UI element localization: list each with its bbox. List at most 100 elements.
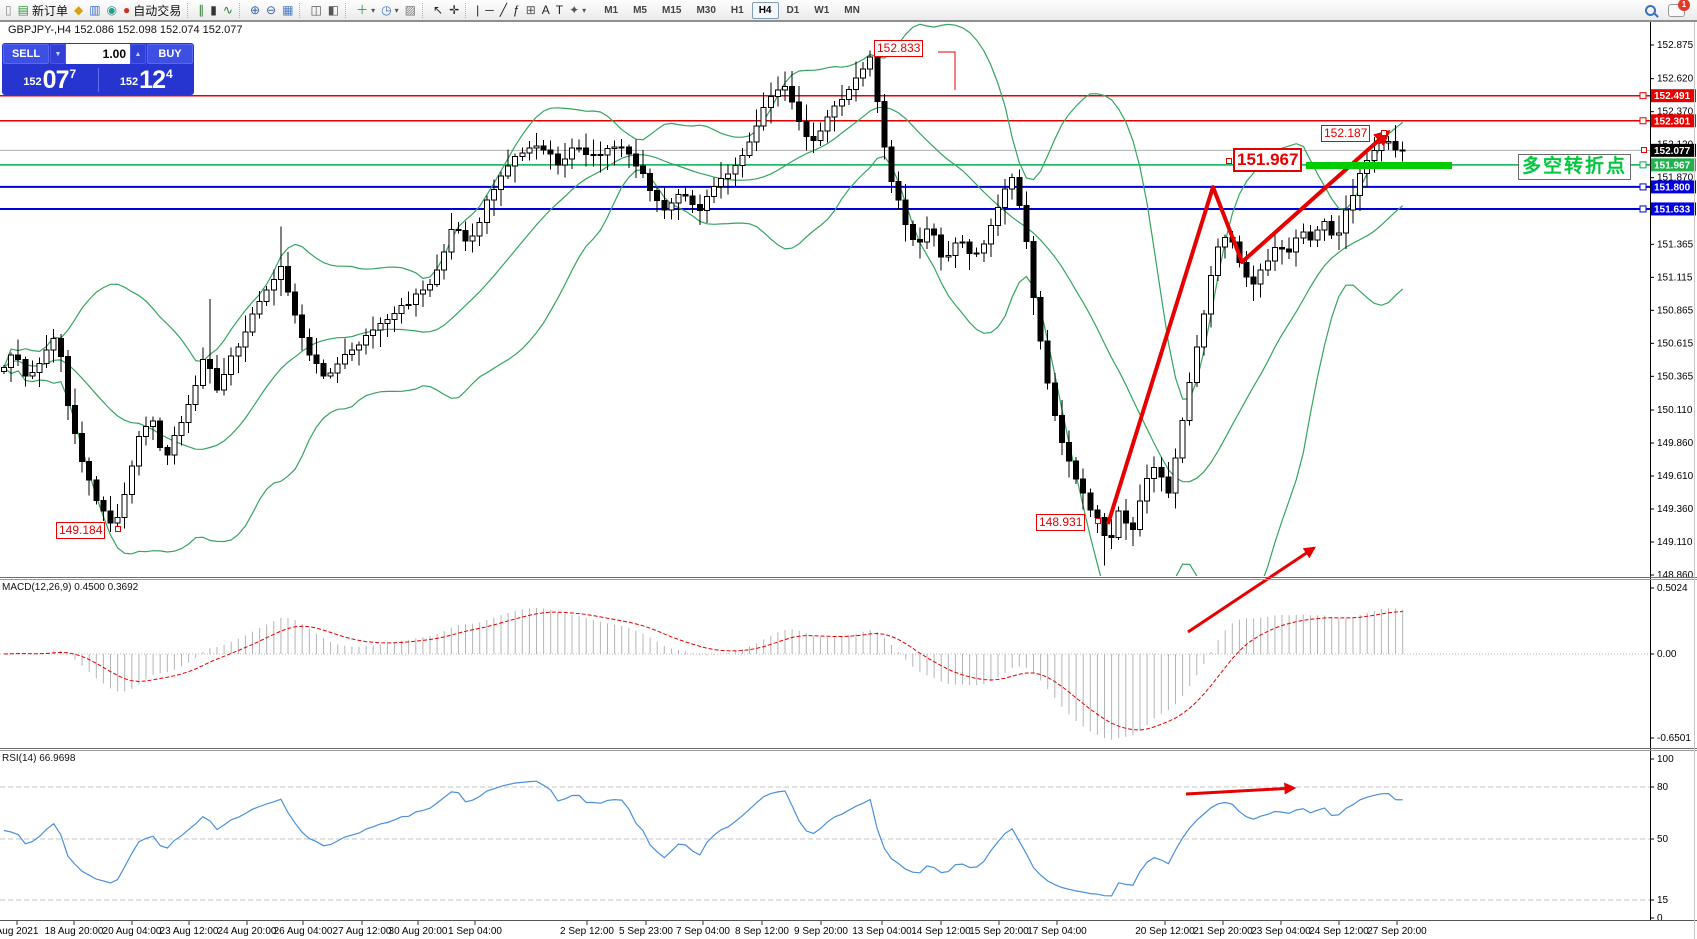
time-tick-label: 15 Sep 20:00 (969, 926, 1029, 937)
svg-text:152.491: 152.491 (1654, 91, 1691, 102)
note-label-bull-bear-pivot[interactable]: 多空转折点 (1518, 154, 1632, 180)
price-tag-151.633 (1651, 202, 1696, 216)
arrange-charts-icon[interactable]: ◫ (307, 1, 324, 19)
search-icon[interactable] (1645, 4, 1656, 16)
text-icon[interactable]: A (539, 1, 553, 19)
volume-increase-button[interactable]: ▲ (130, 44, 146, 64)
timeframe-D1[interactable]: D1 (786, 4, 800, 16)
chart-shift-icon[interactable]: ◧ (325, 1, 342, 19)
chat-icon[interactable]: 1 (1668, 0, 1690, 17)
price-tick-label: 152.370 (1657, 107, 1694, 118)
trend-zigzag-arrow (1106, 129, 1391, 525)
vertical-line-icon: | (476, 3, 480, 17)
new-order-button-label: 新订单 (31, 3, 68, 18)
toolbar-separator (422, 2, 427, 18)
profile-icon[interactable]: ◆ (71, 1, 86, 19)
templates-icon: ▨ (404, 3, 416, 17)
new-order-button[interactable]: ▤ 新订单 (15, 1, 71, 19)
annotation-anchor (1095, 518, 1101, 524)
price-divider (97, 68, 99, 92)
price-label-low-148931[interactable]: 148.931 (1036, 514, 1086, 531)
price-tag-152.077 (1651, 143, 1696, 157)
market-watch-icon[interactable]: ▥ (86, 1, 103, 19)
periods-button[interactable]: ◷ ▾ (378, 1, 402, 19)
timeframe-W1[interactable]: W1 (814, 4, 830, 16)
hline-handle (1639, 205, 1647, 213)
time-tick-label: 24 Sep 12:00 (1309, 926, 1369, 937)
chart-window-icon[interactable]: ▯ (2, 1, 15, 19)
trade-panel-prices: 152 07 7 152 12 4 (2, 65, 194, 95)
profile-icon: ◆ (73, 3, 84, 17)
toolbar-right: 1 (1645, 0, 1695, 17)
arrows-tool-icon: ✦ (569, 3, 580, 17)
bar-chart-icon[interactable]: ∥ (195, 1, 207, 19)
cursor-icon[interactable]: ↖ (430, 1, 446, 19)
line-chart-icon: ∿ (222, 3, 233, 17)
label-icon[interactable]: T (553, 1, 566, 19)
sell-button[interactable]: SELL (3, 44, 49, 64)
fibonacci-icon[interactable]: ƒ (510, 1, 523, 19)
time-tick-label: 17 Sep 04:00 (1027, 926, 1087, 937)
data-window-icon: ◉ (106, 3, 118, 17)
timeframe-M30[interactable]: M30 (696, 4, 716, 16)
price-label-low-149184[interactable]: 149.184 (56, 522, 106, 539)
volume-decrease-button[interactable]: ▼ (50, 44, 66, 64)
buy-button[interactable]: BUY (147, 44, 193, 64)
time-tick-label: 30 Aug 20:00 (389, 926, 448, 937)
pivot-price-label-151967[interactable]: 151.967 (1233, 148, 1303, 172)
rsi-line (3, 780, 1403, 897)
templates-icon[interactable]: ▨ (402, 1, 419, 19)
price-label-high-152187[interactable]: 152.187 (1321, 125, 1371, 142)
zoom-in-icon[interactable]: ⊕ (247, 1, 263, 19)
cursor-icon: ↖ (433, 3, 444, 17)
price-label-high-152833[interactable]: 152.833 (874, 40, 924, 57)
tile-windows-icon[interactable]: ▦ (279, 1, 296, 19)
auto-trading-button[interactable]: ● 自动交易 (120, 1, 184, 19)
line-chart-icon[interactable]: ∿ (220, 1, 236, 19)
arrows-tool-icon[interactable]: ✦ ▾ (566, 1, 589, 19)
price-tag-151.967 (1651, 158, 1696, 172)
chevron-down-icon: ▾ (582, 5, 587, 15)
time-tick-label: 14 Sep 12:00 (911, 926, 971, 937)
timeframe-M1[interactable]: M1 (604, 4, 619, 16)
hline-handle (1639, 92, 1647, 100)
price-tick-label: 148.860 (1657, 570, 1694, 581)
periods-button: ◷ (381, 3, 392, 17)
svg-text:152.301: 152.301 (1654, 116, 1691, 127)
time-tick-label: 27 Sep 20:00 (1367, 926, 1427, 937)
crosshair-icon[interactable]: ✛ (446, 1, 462, 19)
time-tick-label: 7 Sep 04:00 (676, 926, 730, 937)
price-tick-label: 150.615 (1657, 338, 1694, 349)
sell-price[interactable]: 152 07 7 (23, 65, 77, 94)
grid-icon: ⊞ (525, 3, 536, 17)
timeframe-H1[interactable]: H1 (730, 4, 744, 16)
candlestick-icon[interactable]: ▮ (207, 1, 220, 19)
zoom-out-icon[interactable]: ⊖ (263, 1, 279, 19)
trendline-icon: ╱ (499, 3, 507, 17)
indicators-button[interactable]: ＋ ▾ (353, 1, 378, 19)
grid-icon[interactable]: ⊞ (523, 1, 539, 19)
timeframe-M5[interactable]: M5 (633, 4, 647, 16)
vertical-line-icon[interactable]: | (473, 1, 482, 19)
timeframe-M15[interactable]: M15 (662, 4, 682, 16)
price-tick-label: 149.360 (1657, 504, 1694, 515)
time-tick-label: 2 Sep 12:00 (560, 926, 614, 937)
buy-price[interactable]: 152 12 4 (119, 65, 173, 94)
hline-handle (1639, 117, 1647, 125)
timeframe-MN[interactable]: MN (844, 4, 860, 16)
bollinger-lower-band (3, 155, 1404, 576)
data-window-icon[interactable]: ◉ (104, 1, 120, 19)
rsi-label: RSI(14) 66.9698 (2, 753, 76, 764)
horizontal-line-icon[interactable]: ─ (482, 1, 497, 19)
price-tick-label: 152.875 (1657, 40, 1694, 51)
timeframe-H4[interactable]: H4 (751, 1, 779, 19)
annotation-anchor (1381, 130, 1387, 136)
candlestick-icon: ▮ (210, 3, 217, 17)
price-tag-152.301 (1651, 114, 1696, 128)
volume-input[interactable] (66, 44, 130, 64)
macd-pane (0, 607, 1650, 740)
trendline-icon[interactable]: ╱ (497, 1, 510, 19)
price-tag-151.800 (1651, 180, 1696, 194)
